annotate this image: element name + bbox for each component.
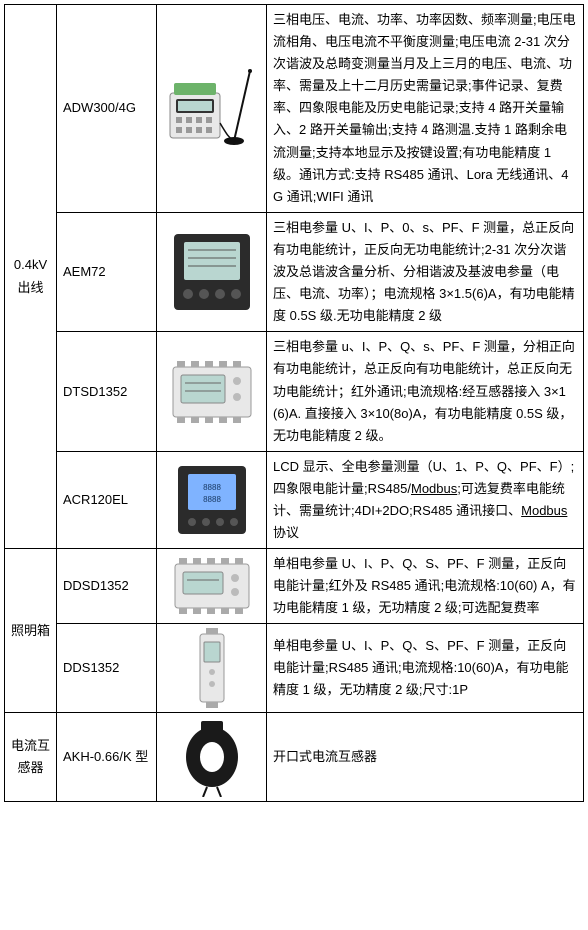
- model-label: ADW300/4G: [63, 100, 136, 115]
- category-cell: 照明箱: [5, 549, 57, 713]
- device-aem72-icon: [170, 230, 254, 314]
- desc-text: 三相电参量 u、I、P、Q、s、PF、F 测量，分相正向有功电能统计，总正反向有…: [273, 339, 575, 442]
- table-row: DDS1352 单相电参量 U、I、P、Q、S、PF、F 测量，正反向电能计量;…: [5, 624, 584, 713]
- category-label: 电流互感器: [11, 738, 50, 775]
- category-cell: 0.4kV出线: [5, 5, 57, 549]
- model-cell: DDS1352: [57, 624, 157, 713]
- image-cell: [157, 5, 267, 213]
- desc-text: 三相电参量 U、I、P、0、s、PF、F 测量，总正反向有功电能统计，正反向无功…: [273, 220, 575, 323]
- image-cell: [157, 549, 267, 624]
- image-cell: [157, 212, 267, 331]
- model-cell: ACR120EL: [57, 451, 157, 548]
- image-cell: [157, 713, 267, 802]
- product-table: 0.4kV出线 ADW300/4G: [4, 4, 584, 802]
- device-ct-icon: [177, 717, 247, 797]
- desc-text: 开口式电流互感器: [273, 749, 377, 764]
- model-cell: AKH-0.66/K 型: [57, 713, 157, 802]
- table-row: ACR120EL 8888 8888 LCD 显示、全电参量测量（U、1、P、Q…: [5, 451, 584, 548]
- model-cell: DDSD1352: [57, 549, 157, 624]
- desc-cell: 三相电参量 u、I、P、Q、s、PF、F 测量，分相正向有功电能统计，总正反向有…: [267, 332, 584, 451]
- model-label: AKH-0.66/K 型: [63, 749, 148, 764]
- model-cell: DTSD1352: [57, 332, 157, 451]
- desc-cell: LCD 显示、全电参量测量（U、1、P、Q、PF、F）;四象限电能计量;RS48…: [267, 451, 584, 548]
- image-cell: [157, 624, 267, 713]
- category-cell: 电流互感器: [5, 713, 57, 802]
- model-label: ACR120EL: [63, 492, 128, 507]
- desc-text: Modbus: [521, 503, 567, 518]
- device-dtsd1352-icon: [167, 357, 257, 427]
- desc-text: Modbus: [411, 481, 457, 496]
- table-row: AEM72 三相电参量 U、I、P、0、s、PF、F 测量，总正反向有功电能统计…: [5, 212, 584, 331]
- table-row: 0.4kV出线 ADW300/4G: [5, 5, 584, 213]
- device-adw300-icon: [162, 63, 262, 153]
- category-label: 照明箱: [11, 623, 50, 638]
- table-row: 照明箱 DDSD1352 单相电参量 U、I、P、Q、S、PF、F 测量，正反向…: [5, 549, 584, 624]
- table-row: 电流互感器 AKH-0.66/K 型 开口式电流互感器: [5, 713, 584, 802]
- desc-text: 三相电压、电流、功率、功率因数、频率测量;电压电流相角、电压电流不平衡度测量;电…: [273, 12, 576, 204]
- model-cell: AEM72: [57, 212, 157, 331]
- device-dds1352-icon: [192, 628, 232, 708]
- device-ddsd1352-icon: [167, 556, 257, 616]
- svg-text:8888: 8888: [203, 495, 221, 504]
- model-label: DDS1352: [63, 660, 119, 675]
- desc-text: 单相电参量 U、I、P、Q、S、PF、F 测量，正反向电能计量;红外及 RS48…: [273, 556, 576, 615]
- svg-text:8888: 8888: [203, 483, 221, 492]
- model-label: AEM72: [63, 264, 106, 279]
- model-cell: ADW300/4G: [57, 5, 157, 213]
- desc-cell: 三相电参量 U、I、P、0、s、PF、F 测量，总正反向有功电能统计，正反向无功…: [267, 212, 584, 331]
- desc-text: 单相电参量 U、I、P、Q、S、PF、F 测量，正反向电能计量;RS485 通讯…: [273, 638, 568, 697]
- desc-cell: 单相电参量 U、I、P、Q、S、PF、F 测量，正反向电能计量;红外及 RS48…: [267, 549, 584, 624]
- desc-cell: 开口式电流互感器: [267, 713, 584, 802]
- desc-text: 协议: [273, 525, 299, 540]
- device-acr120el-icon: 8888 8888: [172, 460, 252, 540]
- model-label: DDSD1352: [63, 578, 129, 593]
- desc-cell: 单相电参量 U、I、P、Q、S、PF、F 测量，正反向电能计量;RS485 通讯…: [267, 624, 584, 713]
- category-label: 0.4kV出线: [14, 257, 47, 294]
- model-label: DTSD1352: [63, 384, 127, 399]
- image-cell: [157, 332, 267, 451]
- table-row: DTSD1352 三相电参量 u、I、P、Q、s、PF、F 测量，分相正向有功电…: [5, 332, 584, 451]
- image-cell: 8888 8888: [157, 451, 267, 548]
- desc-cell: 三相电压、电流、功率、功率因数、频率测量;电压电流相角、电压电流不平衡度测量;电…: [267, 5, 584, 213]
